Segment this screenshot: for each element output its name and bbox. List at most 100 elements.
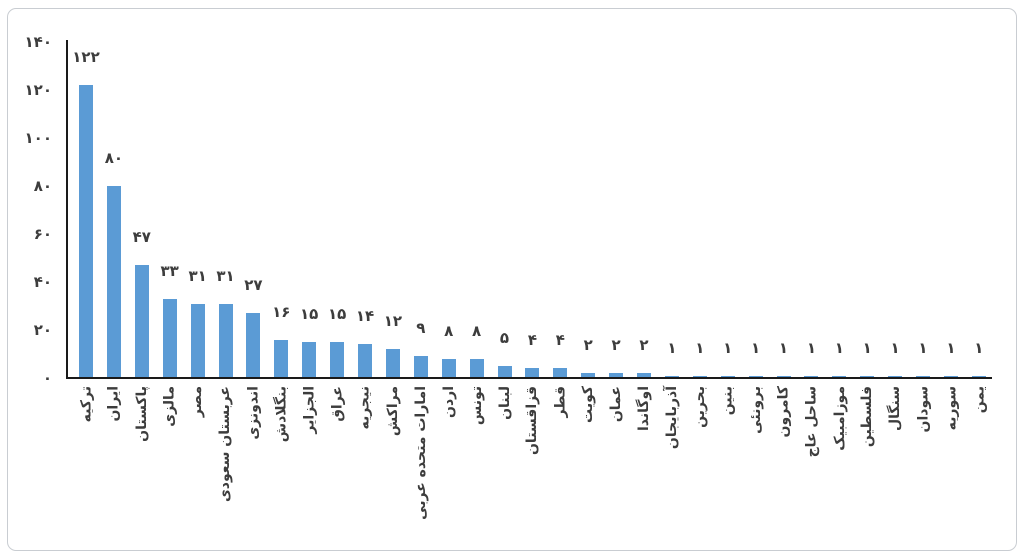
bar-value-label: ۲۷ — [244, 276, 263, 295]
bar-value-label: ۴ — [527, 331, 537, 350]
x-axis-category-label: ایران — [105, 386, 122, 422]
bar-value-label: ۱ — [946, 338, 956, 357]
bar-value-label: ۳۱ — [188, 266, 207, 285]
bar-value-label: ۸ — [444, 321, 454, 340]
bar — [888, 375, 903, 377]
bar — [134, 265, 149, 377]
bar-value-label: ۳۳ — [160, 261, 179, 280]
bar — [79, 85, 93, 377]
x-axis-category-label: برونئی — [747, 386, 764, 434]
bar-value-label: ۲ — [639, 336, 649, 355]
x-axis-category-label: لبنان — [496, 386, 513, 420]
bar-value-label: ۱ — [918, 338, 928, 357]
x-axis-category-label: مراکش — [384, 386, 401, 437]
bar — [274, 339, 289, 377]
bar — [218, 303, 233, 377]
x-axis-category-label: مصر — [189, 386, 206, 418]
bar-value-label: ۴ — [555, 331, 565, 350]
bar — [860, 375, 875, 377]
y-axis-tick-label: ۴۰ — [33, 273, 52, 291]
bar-value-label: ۵ — [499, 329, 510, 347]
bar-value-label: ۱ — [695, 338, 705, 357]
x-axis-category-label: عمان — [608, 386, 625, 423]
bar-value-label: ۱ — [751, 338, 761, 357]
bar-value-label: ۱ — [778, 338, 789, 357]
x-axis-category-label: قطر — [552, 386, 569, 418]
bar-value-label: ۱ — [667, 338, 677, 357]
bar — [692, 375, 707, 377]
bar — [832, 375, 847, 377]
bar — [776, 375, 791, 377]
bar-value-label: ۱ — [974, 338, 984, 357]
bar-value-label: ۱ — [890, 338, 900, 357]
bar — [469, 358, 484, 377]
y-axis-line — [66, 40, 68, 379]
x-axis-category-label: اردن — [440, 386, 457, 418]
bar — [246, 313, 261, 377]
x-axis-category-label: امارات متحده عربی — [412, 386, 429, 520]
bar — [413, 356, 428, 377]
y-axis-tick-label: ۶۰ — [33, 225, 52, 243]
bar — [330, 342, 345, 377]
bar — [720, 375, 735, 377]
x-axis-category-label: مالزی — [161, 386, 178, 427]
x-axis-category-label: عراق — [329, 386, 346, 422]
x-axis-category-label: یمن — [970, 386, 987, 414]
bar-value-label: ۲ — [583, 336, 593, 355]
y-axis-tick-label: ۲۰ — [33, 321, 52, 339]
bar-value-label: ۱ — [862, 338, 872, 357]
x-axis-category-label: قزاقستان — [524, 386, 541, 456]
bar-value-label: ۱۲ — [383, 312, 403, 331]
x-axis-category-label: الجزایر — [301, 386, 318, 434]
x-axis-category-label: اوگاندا — [636, 386, 652, 432]
x-axis-category-label: بحرین — [691, 386, 708, 428]
y-axis-tick-label: ۱۴۰ — [24, 33, 52, 51]
bar-value-label: ۱ — [723, 338, 733, 357]
bar — [385, 349, 400, 377]
bar-value-label: ۱۵ — [327, 305, 347, 323]
x-axis-category-label: پاکستان — [133, 386, 150, 442]
bar — [553, 368, 568, 377]
bar — [609, 373, 624, 377]
bar-value-label: ۱۵ — [300, 305, 319, 323]
bar — [162, 298, 177, 377]
bar-value-label: ۱ — [806, 338, 816, 357]
x-axis-category-label: عربستان سعودی — [217, 386, 234, 503]
bar — [358, 344, 372, 377]
bar-value-label: ۱ — [834, 338, 844, 357]
bar-value-label: ۳۱ — [216, 266, 235, 285]
x-axis-category-label: سنگال — [887, 386, 904, 432]
x-axis-category-label: سوریه — [942, 386, 959, 431]
bar-value-label: ۱۴ — [355, 307, 375, 326]
y-axis-tick-label: ۸۰ — [33, 177, 52, 195]
y-axis-tick-label: ۰ — [42, 369, 52, 387]
bar — [441, 358, 456, 377]
bar — [804, 375, 819, 377]
x-axis-category-label: بنگلادش — [273, 386, 290, 443]
x-axis-category-label: فلسطین — [859, 386, 876, 448]
x-axis-category-label: ساحل عاج — [803, 386, 820, 458]
bar — [581, 373, 596, 377]
x-axis-category-label: نیجریه — [357, 386, 373, 430]
bar-value-label: ۸۰ — [104, 149, 124, 167]
bar — [664, 375, 679, 377]
x-axis-category-label: موزامبیک — [831, 386, 848, 451]
bar — [916, 375, 930, 377]
bar — [525, 368, 540, 377]
bar — [190, 303, 205, 377]
bar-value-label: ۸ — [472, 321, 482, 340]
bar-value-label: ۴۷ — [132, 228, 151, 247]
y-axis-tick-label: ۱۰۰ — [24, 129, 52, 147]
bar-value-label: ۲ — [611, 336, 621, 355]
x-axis-line — [66, 377, 992, 379]
bar — [943, 375, 958, 377]
x-axis-category-label: اندونزی — [245, 386, 262, 440]
bar — [106, 186, 121, 377]
x-axis-category-label: بنین — [719, 386, 736, 416]
y-axis-tick-label: ۱۲۰ — [24, 81, 52, 99]
bar — [971, 375, 986, 377]
bar-value-label: ۹ — [416, 319, 426, 338]
bar — [637, 373, 651, 377]
